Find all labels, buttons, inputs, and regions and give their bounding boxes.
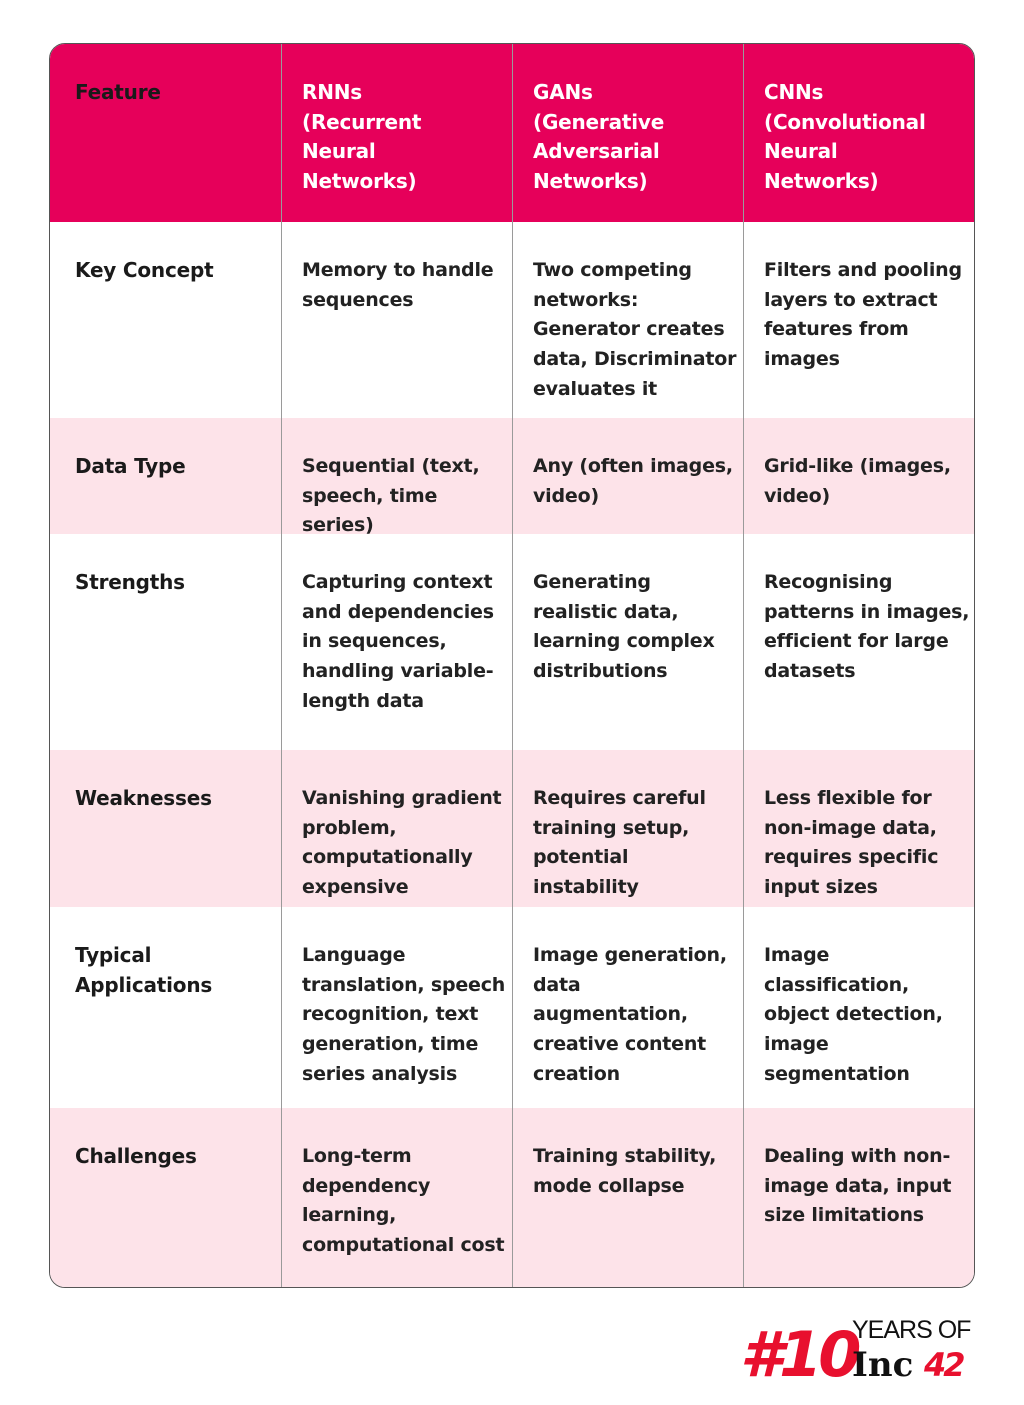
- header-cell: GANs (Generative Adversarial Networks): [512, 44, 743, 222]
- header-cell: RNNs (Recurrent Neural Networks): [281, 44, 512, 222]
- header-full-name: (Generative Adversarial Networks): [533, 109, 665, 194]
- table-cell: Dealing with non-image data, input size …: [743, 1108, 974, 1287]
- table-cell: Grid-like (images, video): [743, 418, 974, 534]
- header-full-name: (Convolutional Neural Networks): [764, 109, 926, 194]
- row-label: Data Type: [75, 454, 186, 478]
- table-cell: Long-term dependency learning, computati…: [281, 1108, 512, 1287]
- header-full-name: (Recurrent Neural Networks): [302, 109, 422, 194]
- table-row: Key Concept Memory to handle sequences Two…: [50, 222, 974, 418]
- row-label: Strengths: [75, 570, 185, 594]
- table-cell: Training stability, mode collapse: [512, 1108, 743, 1287]
- table-row: Challenges Long-term dependency learning,…: [50, 1108, 974, 1287]
- header-cell: CNNs (Convolutional Neural Networks): [743, 44, 974, 222]
- header-name: CNNs: [764, 80, 824, 104]
- header-name: Feature: [75, 80, 161, 104]
- table-cell: Memory to handle sequences: [281, 222, 512, 418]
- logo: #10 YEARS OF Inc 42: [740, 1316, 972, 1382]
- header-name: RNNs: [302, 80, 362, 104]
- table-row: Strengths Capturing context and dependenc…: [50, 534, 974, 750]
- logo-years: YEARS OF: [852, 1316, 971, 1344]
- table-cell: Sequential (text, speech, time series): [281, 418, 512, 536]
- logo-brand: Inc: [852, 1345, 913, 1382]
- row-label: Weaknesses: [75, 786, 212, 810]
- table-cell: Less flexible for non-image data, requir…: [743, 750, 974, 907]
- table-cell: Vanishing gradient problem, computationa…: [281, 750, 512, 907]
- table-cell: Language translation, speech recognition…: [281, 907, 512, 1108]
- row-label: Challenges: [75, 1144, 197, 1168]
- header-row: Feature RNNs (Recurrent Neural Networks) GA…: [50, 44, 974, 222]
- header-name: GANs: [533, 80, 593, 104]
- table-cell: Filters and pooling layers to extract fe…: [743, 222, 974, 418]
- row-label: Key Concept: [75, 258, 214, 282]
- row-label: Typical Applications: [75, 943, 213, 997]
- logo-number: #10: [740, 1318, 859, 1382]
- comparison-table: Feature RNNs (Recurrent Neural Networks) GA…: [49, 43, 975, 1288]
- header-cell: Feature: [50, 44, 281, 222]
- table-row: Data Type Sequential (text, speech, time …: [50, 418, 974, 536]
- table-cell: Any (often images, video): [512, 418, 743, 534]
- table-cell: Recognising patterns in images, efficien…: [743, 534, 974, 750]
- table-cell: Requires careful training setup, potenti…: [512, 750, 743, 907]
- table-cell: Generating realistic data, learning comp…: [512, 534, 743, 750]
- table-row: Typical Applications Language translation…: [50, 907, 974, 1108]
- table-row: Weaknesses Vanishing gradient problem, co…: [50, 750, 974, 907]
- table-cell: Capturing context and dependencies in se…: [281, 534, 512, 750]
- logo-brand-number: 42: [923, 1346, 964, 1382]
- table-cell: Two competing networks: Generator create…: [512, 222, 743, 418]
- table-cell: Image classification, object detection, …: [743, 907, 974, 1108]
- table-cell: Image generation, data augmentation, cre…: [512, 907, 743, 1108]
